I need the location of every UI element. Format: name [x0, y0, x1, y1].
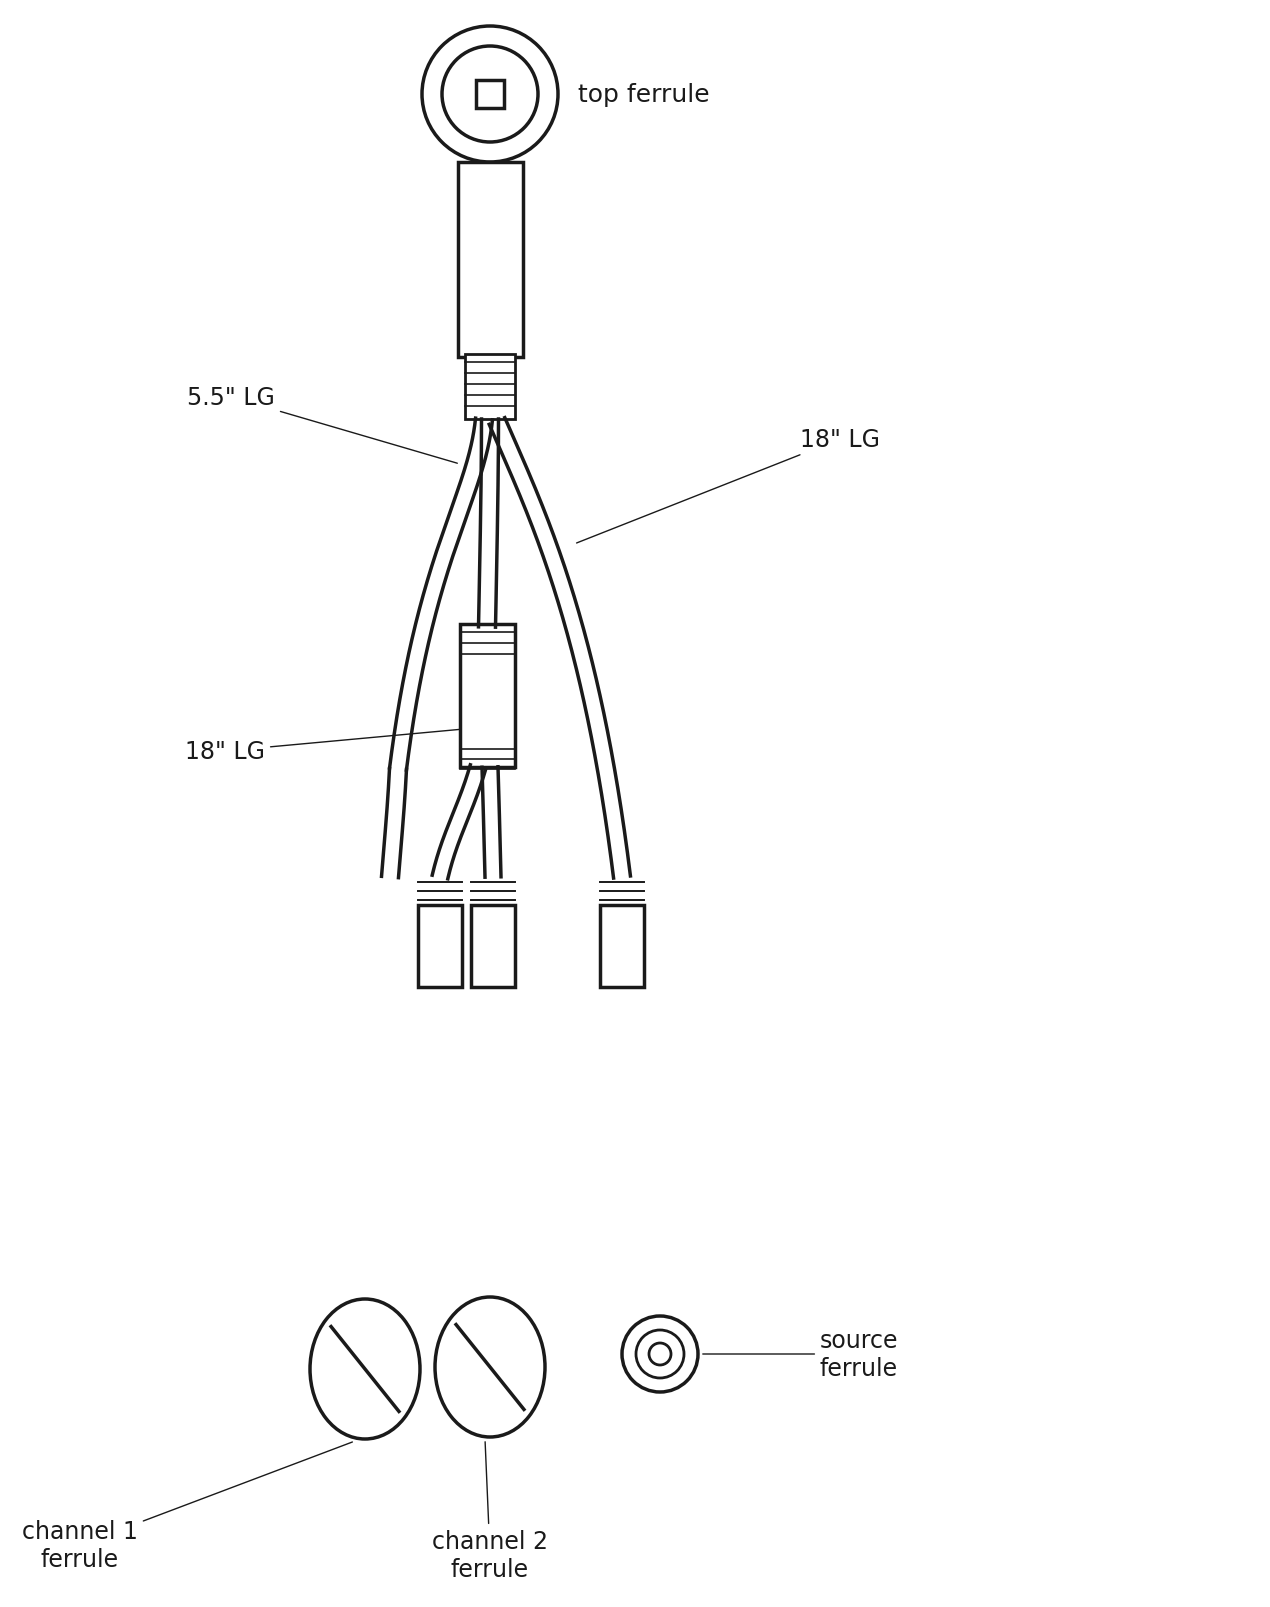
Bar — [599, 905, 644, 987]
Circle shape — [636, 1331, 685, 1379]
Text: 18" LG: 18" LG — [577, 427, 880, 543]
Text: 18" LG: 18" LG — [185, 730, 461, 763]
Text: source
ferrule: source ferrule — [702, 1329, 898, 1380]
Text: channel 1
ferrule: channel 1 ferrule — [22, 1441, 352, 1570]
Circle shape — [442, 47, 538, 143]
Text: 5.5" LG: 5.5" LG — [187, 386, 457, 464]
Bar — [465, 355, 516, 419]
Bar — [471, 905, 516, 987]
Ellipse shape — [436, 1297, 545, 1437]
Text: top ferrule: top ferrule — [578, 84, 710, 108]
Bar — [457, 162, 522, 358]
Text: channel 2
ferrule: channel 2 ferrule — [432, 1441, 547, 1581]
Circle shape — [622, 1316, 698, 1392]
Circle shape — [649, 1343, 671, 1366]
Ellipse shape — [310, 1298, 420, 1440]
Bar — [476, 80, 504, 109]
Bar — [460, 625, 514, 768]
Bar — [418, 905, 462, 987]
Circle shape — [422, 27, 558, 162]
